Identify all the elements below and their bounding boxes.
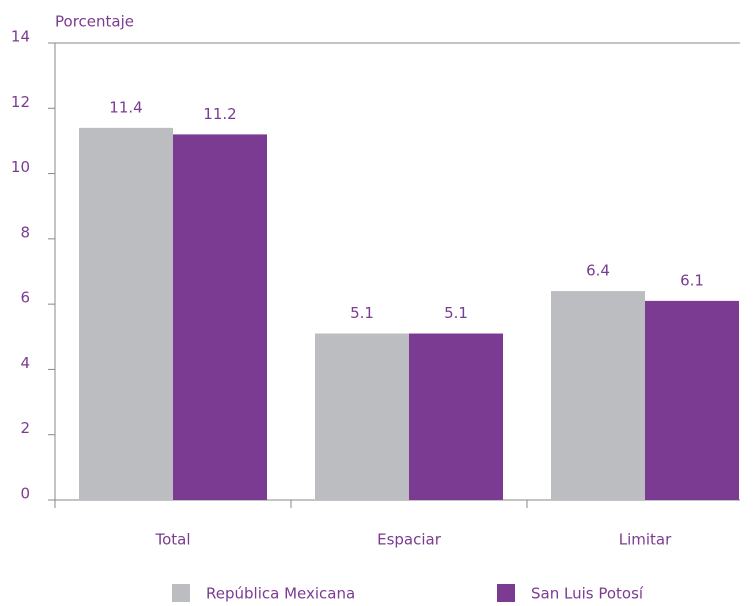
x-tick-label: Espaciar [377, 531, 442, 549]
bar [315, 333, 409, 500]
y-tick-label: 6 [20, 289, 30, 307]
y-tick-label: 2 [20, 419, 30, 437]
y-axis-label: Porcentaje [55, 13, 134, 31]
legend-swatch [172, 584, 190, 602]
value-label: 5.1 [444, 304, 468, 322]
bar [79, 127, 173, 500]
bar [173, 134, 267, 500]
y-tick-label: 10 [11, 158, 30, 176]
x-tick-label: Limitar [619, 531, 672, 549]
x-tick-label: Total [154, 531, 190, 549]
bar [551, 291, 645, 500]
y-tick-label: 8 [20, 223, 30, 241]
y-tick-label: 12 [11, 93, 30, 111]
bar [645, 300, 739, 500]
legend-label: República Mexicana [206, 585, 355, 603]
y-tick-label: 14 [11, 28, 30, 46]
bar [409, 333, 503, 500]
value-label: 11.2 [203, 105, 236, 123]
y-tick-label: 4 [20, 354, 30, 372]
value-label: 5.1 [350, 304, 374, 322]
value-label: 6.4 [586, 262, 610, 280]
y-tick-label: 0 [20, 485, 30, 503]
legend-swatch [497, 584, 515, 602]
legend-label: San Luis Potosí [531, 585, 644, 603]
value-label: 6.1 [680, 271, 704, 289]
value-label: 11.4 [109, 98, 142, 116]
